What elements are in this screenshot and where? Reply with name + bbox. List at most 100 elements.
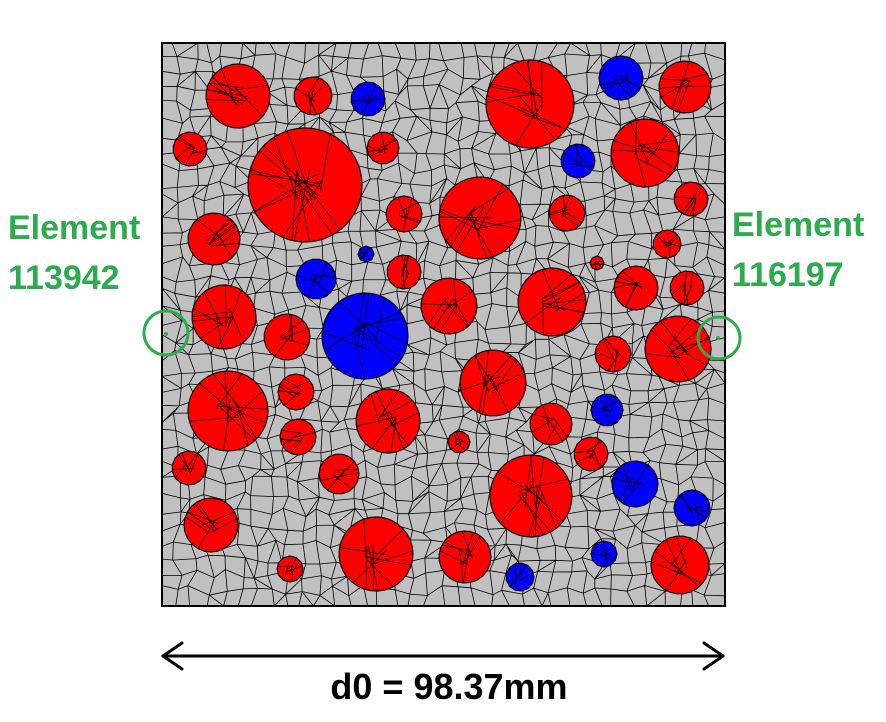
aggregate-boundary [610,118,680,188]
aggregate-internal-mesh [320,460,360,491]
aggregate-internal-mesh [531,404,568,445]
aggregate-boundary [590,393,624,427]
blue-aggregate [590,393,624,427]
aggregate-boundary [295,258,337,300]
red-aggregate [318,453,360,495]
red-aggregate [529,402,573,446]
aggregate-boundary [171,450,207,486]
red-aggregate [438,530,492,584]
red-aggregate [172,131,208,167]
aggregate-internal-mesh [351,84,386,115]
aggregate-boundary [321,292,409,380]
red-aggregate [548,194,586,232]
aggregate-boundary [573,436,609,472]
red-aggregate [613,265,659,311]
aggregate-boundary [247,127,363,243]
aggregate-boundary [386,254,422,290]
blue-aggregate [295,258,337,300]
left-element-label-id: 113942 [8,259,120,297]
aggregate-internal-mesh [658,61,712,113]
red-aggregate [489,454,573,538]
aggregate-boundary [613,265,659,311]
right-element-label-word: Element [732,206,865,244]
dimension-label: d0 = 98.37mm [0,666,886,708]
red-aggregate [594,335,632,373]
red-aggregate [263,313,311,361]
right-element-highlight-circle [696,315,742,361]
aggregate-internal-mesh [339,519,414,591]
aggregate-internal-mesh [645,318,710,381]
aggregate-internal-mesh [612,464,649,504]
aggregate-boundary [318,453,360,495]
aggregate-internal-mesh [574,439,603,469]
aggregate-boundary [263,313,311,361]
aggregate-internal-mesh [497,454,569,538]
blue-aggregate [560,143,596,179]
red-aggregate [517,267,587,337]
right-element-marker [716,336,720,340]
blue-aggregate [350,81,386,117]
aggregate-boundary [366,131,400,165]
aggregate-internal-mesh [656,234,681,258]
aggregate-internal-mesh [594,337,629,373]
red-aggregate [187,212,241,266]
red-aggregate [338,516,414,592]
aggregate-internal-mesh [680,493,710,525]
aggregate-internal-mesh [439,531,481,583]
red-aggregate [187,370,269,452]
aggregate-internal-mesh [278,378,311,406]
aggregate-boundary [594,335,632,373]
aggregate-internal-mesh [611,119,680,188]
aggregate-internal-mesh [485,59,567,146]
aggregate-internal-mesh [397,196,421,233]
blue-aggregate [673,489,711,527]
blue-aggregate [590,540,618,568]
aggregate-internal-mesh [460,350,525,415]
aggregate-boundary [489,454,573,538]
aggregate-internal-mesh [561,143,595,171]
red-aggregate [652,229,682,259]
specimen-border [161,42,726,607]
aggregate-internal-mesh [189,371,269,451]
aggregate-boundary [276,555,304,583]
right-element-label-id: 116197 [732,256,844,294]
aggregate-internal-mesh [295,77,326,115]
red-aggregate [447,430,471,454]
aggregate-boundary [357,245,375,263]
aggregate-boundary [598,55,644,101]
red-aggregate [355,388,421,454]
red-aggregate [366,131,400,165]
aggregate-boundary [652,229,682,259]
aggregate-internal-mesh [613,270,643,308]
red-aggregate [644,315,712,383]
aggregate-internal-mesh [591,394,620,426]
red-aggregate [610,118,680,188]
aggregate-internal-mesh [322,292,408,380]
aggregate-boundary [183,497,239,553]
left-element-marker [164,332,168,336]
left-element-label: Element 113942 [8,203,140,303]
aggregate-particles [171,55,712,595]
blue-aggregate [357,245,375,263]
aggregate-internal-mesh [367,132,398,157]
red-aggregate [183,497,239,553]
aggregate-boundary [355,388,421,454]
red-aggregate [669,270,705,306]
aggregate-internal-mesh [280,429,316,454]
aggregate-boundary [560,143,596,179]
aggregate-internal-mesh [191,284,245,350]
aggregate-boundary [338,516,414,592]
aggregate-internal-mesh [671,270,693,306]
aggregate-internal-mesh [296,262,336,298]
blue-aggregate [611,460,659,508]
left-element-label-word: Element [8,209,141,247]
aggregate-internal-mesh [421,278,473,333]
aggregate-internal-mesh [249,130,341,242]
aggregate-internal-mesh [548,195,583,227]
red-aggregate [658,60,712,114]
aggregate-internal-mesh [358,246,371,262]
aggregate-boundary [279,418,317,456]
aggregate-internal-mesh [185,501,238,549]
blue-aggregate [598,55,644,101]
